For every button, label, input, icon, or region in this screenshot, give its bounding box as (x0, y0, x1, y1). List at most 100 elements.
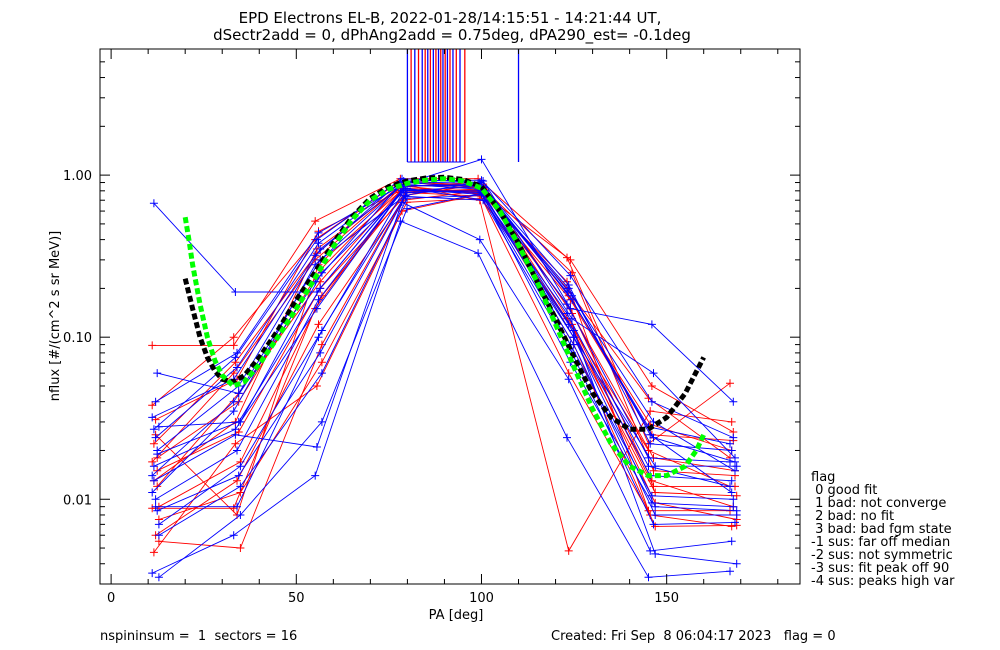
legend-item: 1 bad: not converge (811, 496, 946, 511)
data-point-marker (233, 363, 241, 372)
series-line (153, 201, 732, 552)
data-point-marker (316, 348, 325, 357)
data-point-marker (234, 389, 243, 398)
data-point-marker (563, 253, 571, 262)
data-point-marker (647, 320, 656, 329)
data-point-marker (651, 522, 660, 531)
data-point-marker (727, 488, 736, 497)
data-point-marker (149, 199, 158, 208)
x-tick-label: 0 (107, 591, 115, 606)
data-point-marker (317, 369, 326, 378)
data-point-marker (234, 471, 243, 480)
legend-item: -2 sus: not symmetric (811, 548, 953, 563)
data-point-marker (312, 249, 321, 258)
data-point-marker (644, 462, 653, 471)
series-line (152, 220, 731, 578)
data-point-marker (403, 204, 411, 213)
data-point-marker (148, 504, 157, 513)
series-line (158, 190, 737, 525)
data-point-marker (564, 281, 573, 289)
data-point-marker (317, 417, 326, 426)
legend-item: 0 good fit (811, 483, 877, 498)
axes: 0 50 100 150 0.01 0.10 1.00 (63, 48, 800, 606)
y-tick-label: 1.00 (63, 169, 92, 184)
data-point-marker (314, 228, 323, 237)
data-point-marker (651, 502, 660, 511)
legend: flag 0 good fit 1 bad: not converge 2 ba… (811, 470, 955, 589)
data-point-marker (149, 439, 158, 448)
data-point-marker (564, 375, 573, 384)
data-point-marker (646, 546, 655, 555)
series-line (155, 179, 734, 439)
data-point-marker (651, 549, 660, 558)
data-point-marker (311, 217, 320, 226)
data-point-marker (236, 511, 245, 519)
legend-item: 3 bad: bad fgm state (811, 522, 952, 537)
data-point-marker (151, 502, 160, 511)
data-point-marker (396, 217, 405, 226)
data-point-marker (151, 433, 160, 442)
data-point-marker (148, 488, 157, 497)
data-point-marker (647, 397, 656, 406)
data-point-marker (564, 546, 573, 555)
data-point-marker (732, 462, 741, 471)
chart-subtitle: dSectr2add = 0, dPhAng2add = 0.75deg, dP… (213, 26, 691, 45)
data-point-marker (153, 506, 162, 515)
data-point-marker (153, 482, 162, 491)
data-point-marker (151, 495, 160, 504)
data-point-marker (726, 482, 734, 491)
series-line (157, 195, 736, 525)
data-point-marker (231, 439, 240, 448)
data-point-marker (229, 333, 238, 342)
plot-frame (99, 48, 801, 585)
data-point-marker (651, 511, 660, 519)
legend-item: -3 sus: fit peak off 90 (811, 561, 949, 576)
data-point-marker (563, 433, 571, 442)
data-point-marker (314, 333, 323, 342)
data-point-marker (233, 502, 241, 511)
data-point-marker (729, 397, 738, 406)
footer-spin-info: nspininsum = 1 sectors = 16 (100, 629, 297, 644)
series-line (152, 181, 731, 445)
legend-title: flag (811, 470, 835, 485)
data-point-marker (314, 320, 323, 329)
data-point-marker (149, 476, 158, 485)
data-point-marker (312, 382, 321, 390)
data-point-marker (229, 341, 238, 350)
data-point-marker (317, 358, 326, 367)
data-point-marker (231, 353, 240, 362)
series-line (151, 180, 731, 459)
data-point-marker (154, 520, 163, 529)
y-tick-label: 0.10 (63, 331, 92, 346)
data-point-marker (229, 504, 238, 513)
data-point-marker (229, 397, 238, 406)
series-line (158, 192, 737, 578)
legend-item: 2 bad: no fit (811, 509, 894, 524)
data-point-marker (726, 567, 734, 576)
x-tick-label: 100 (469, 591, 494, 606)
data-point-marker (647, 382, 656, 390)
data-point-marker (651, 462, 660, 471)
data-point-marker (236, 482, 245, 491)
data-point-marker (154, 531, 163, 540)
data-point-marker (231, 425, 240, 434)
data-point-marker (729, 433, 738, 442)
data-point-marker (727, 446, 736, 455)
data-point-marker (153, 450, 162, 459)
plot-data-area (148, 49, 741, 582)
series-line (158, 197, 737, 520)
data-point-marker (729, 495, 738, 504)
series-line (153, 186, 732, 493)
data-point-marker (563, 309, 571, 318)
fit-curve-green (182, 176, 706, 479)
data-point-marker (233, 476, 241, 485)
data-point-marker (731, 466, 739, 475)
x-tick-label: 150 (654, 591, 679, 606)
data-point-marker (312, 443, 321, 451)
data-point-marker (148, 413, 157, 422)
data-point-marker (727, 476, 736, 485)
series-line (155, 190, 734, 508)
data-point-marker (563, 300, 571, 309)
x-tick-label: 50 (288, 591, 305, 606)
data-point-marker (731, 518, 739, 527)
